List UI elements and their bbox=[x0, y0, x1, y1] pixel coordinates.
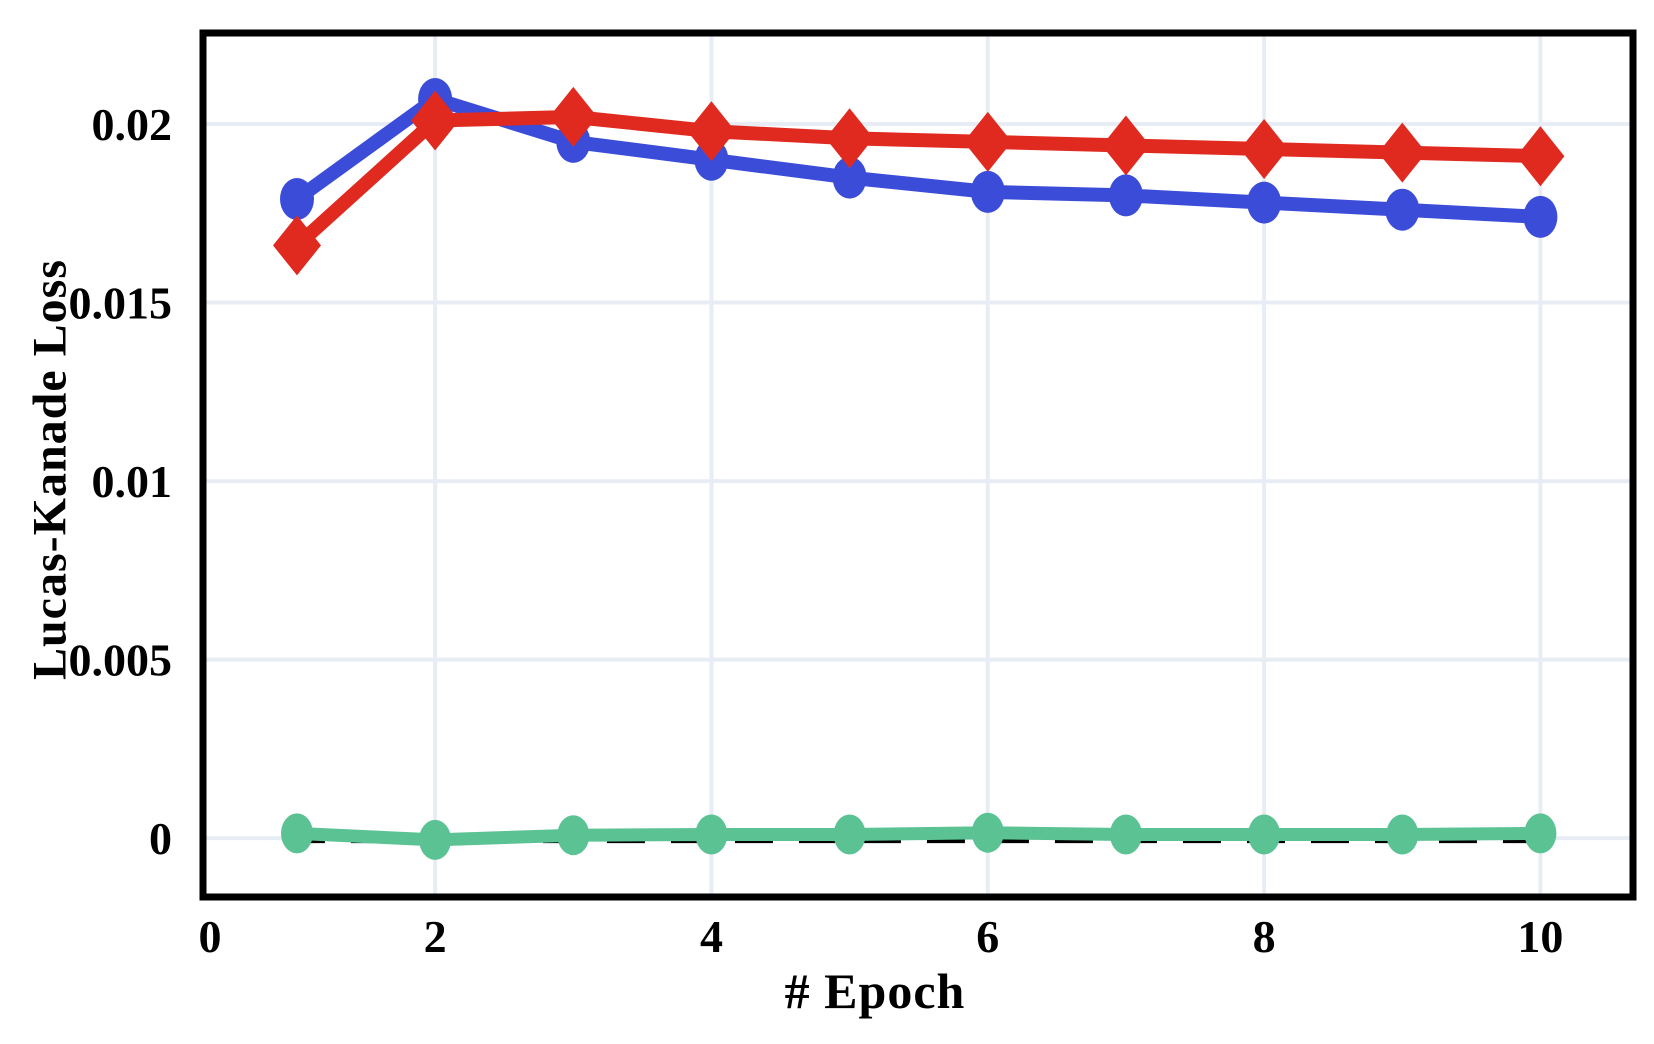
circle-marker bbox=[1109, 814, 1142, 855]
circle-marker bbox=[971, 812, 1004, 853]
diamond-marker bbox=[1240, 119, 1289, 179]
circle-marker bbox=[1524, 813, 1557, 854]
x-tick-label: 6 bbox=[976, 911, 999, 962]
circle-marker bbox=[419, 819, 452, 860]
diamond-marker bbox=[549, 86, 598, 147]
series_red_diamond-line bbox=[290, 109, 1548, 253]
x-axis-title: # Epoch bbox=[784, 963, 966, 1019]
y-axis-title: Lucas-Kanade Loss bbox=[23, 258, 77, 681]
series_green_circle-line bbox=[290, 826, 1547, 847]
diamond-marker bbox=[1101, 115, 1150, 176]
plot-border bbox=[199, 29, 1637, 901]
y-tick-label: 0.005 bbox=[69, 635, 173, 686]
diamond-marker bbox=[687, 101, 736, 162]
diamond-marker bbox=[273, 215, 321, 276]
diamond-marker bbox=[411, 90, 460, 151]
x-tick-label: 10 bbox=[1517, 911, 1563, 962]
diamond-marker bbox=[963, 111, 1012, 172]
y-tick-label: 0.015 bbox=[69, 278, 173, 329]
x-tick-label: 2 bbox=[424, 911, 447, 962]
diamond-marker bbox=[825, 108, 874, 169]
circle-marker bbox=[1385, 188, 1420, 231]
x-tick-label: 0 bbox=[199, 911, 222, 962]
circle-marker bbox=[1248, 814, 1281, 855]
circle-marker bbox=[280, 178, 314, 220]
circle-marker bbox=[970, 170, 1005, 213]
y-tick-label: 0.01 bbox=[92, 456, 173, 507]
circle-marker bbox=[1523, 195, 1558, 238]
circle-marker bbox=[695, 814, 728, 855]
circle-marker bbox=[557, 815, 590, 856]
circle-marker bbox=[832, 156, 867, 199]
x-tick-label: 4 bbox=[700, 911, 723, 962]
circle-marker bbox=[1386, 814, 1419, 855]
circle-marker bbox=[281, 813, 313, 854]
circle-marker bbox=[833, 814, 866, 855]
y-tick-label: 0 bbox=[149, 813, 172, 864]
circle-marker bbox=[1108, 174, 1143, 217]
y-tick-label: 0.02 bbox=[92, 99, 173, 150]
diamond-marker bbox=[1516, 126, 1565, 187]
circle-marker bbox=[1247, 181, 1282, 224]
diamond-marker bbox=[1378, 122, 1427, 183]
x-tick-label: 8 bbox=[1253, 911, 1276, 962]
